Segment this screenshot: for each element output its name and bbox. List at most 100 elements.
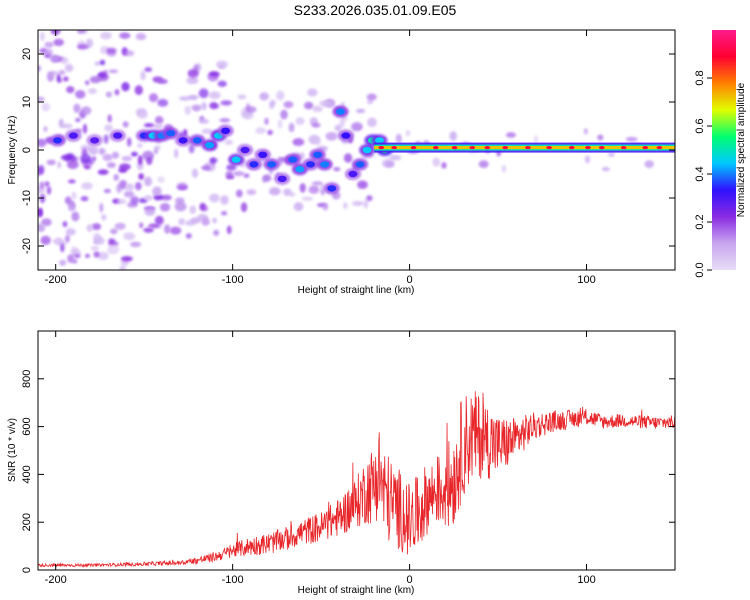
- spectrogram-noise-blob: [67, 254, 75, 263]
- spectrogram-noise-blob: [144, 176, 153, 187]
- spectrogram-noise-blob: [144, 67, 153, 72]
- spectrogram-noise-blob: [76, 30, 86, 34]
- snr-y-axis-label: SNR (10 * v/v): [7, 418, 18, 482]
- spectrogram-noise-blob: [71, 211, 80, 222]
- spectrogram-y-tick-label: -20: [21, 238, 33, 254]
- snr-x-axis-label: Height of straight line (km): [298, 585, 415, 596]
- spectrogram-noise-blob: [312, 105, 324, 113]
- spectrogram-noise-blob: [366, 117, 378, 128]
- spectrogram-y-axis-label: Frequency (Hz): [7, 116, 18, 185]
- spectrogram-noise-blob: [74, 253, 81, 259]
- spectrogram-noise-blob: [73, 103, 81, 114]
- spectrogram-noise-blob: [46, 159, 56, 166]
- spectrogram-noise-blob: [157, 176, 165, 183]
- spectrogram-noise-blob: [355, 108, 366, 114]
- spectrogram-noise-blob: [38, 224, 46, 232]
- spectrogram-noise-blob: [84, 253, 90, 259]
- spectrogram-noise-blob: [62, 221, 68, 228]
- spectrogram-noise-blob: [292, 138, 305, 147]
- spectrogram-feature: [327, 185, 337, 192]
- spectrogram-noise-blob: [43, 48, 53, 56]
- spectrogram-noise-blob: [119, 163, 131, 171]
- spectrogram-noise-blob: [366, 93, 377, 101]
- spectrogram-noise-blob: [201, 128, 213, 134]
- spectrogram-noise-blob: [199, 202, 206, 211]
- spectrogram-noise-blob: [237, 94, 247, 100]
- spectrogram-noise-blob: [607, 152, 615, 157]
- spectrogram-noise-blob: [105, 91, 113, 98]
- spectrogram-noise-blob: [201, 165, 211, 171]
- spectrogram-feature: [52, 137, 62, 144]
- spectrogram-noise-blob: [226, 164, 237, 171]
- spectrogram-feature: [178, 137, 188, 144]
- spectrogram-noise-blob: [130, 196, 140, 205]
- spectrogram-noise-blob: [351, 200, 364, 207]
- spectrogram-ridge-peak: [598, 146, 605, 150]
- spectrogram-noise-blob: [405, 129, 411, 137]
- spectrogram-noise-blob: [38, 139, 46, 144]
- spectrogram-noise-blob: [107, 114, 113, 123]
- snr-x-tick-label: 100: [577, 574, 595, 586]
- spectrogram-noise-blob: [60, 56, 69, 65]
- spectrogram-feature: [288, 156, 298, 163]
- spectrogram-y-ticks: -20 -10 0 10 20: [21, 48, 675, 254]
- spectrogram-noise-blob: [505, 132, 517, 138]
- spectrogram-noise-blob: [121, 155, 133, 162]
- colorbar: 0.0 0.2 0.4 0.6 0.8 Normalized spectral ampl…: [694, 30, 747, 278]
- spectrogram-noise-blob: [81, 182, 93, 190]
- spectrogram-ridge-peak: [378, 146, 385, 150]
- colorbar-label: Normalized spectral amplitude: [736, 82, 747, 217]
- spectrogram-feature: [240, 146, 250, 154]
- spectrogram-noise-blob: [65, 228, 76, 236]
- spectrogram-noise-blob: [154, 215, 164, 226]
- spectrogram-x-ticks: -200 -100 0 100: [45, 30, 596, 286]
- spectrogram-noise-blob: [38, 164, 45, 175]
- spectrogram-noise-blob: [224, 139, 233, 146]
- snr-y-tick-label: 800: [21, 370, 33, 388]
- spectrogram-noise-blob: [154, 116, 164, 125]
- spectrogram-noise-blob: [288, 122, 295, 133]
- spectrogram-noise-blob: [114, 222, 126, 230]
- spectrogram-noise-blob: [191, 168, 199, 179]
- spectrogram-noise-blob: [152, 186, 162, 197]
- spectrogram-ridge-peak: [432, 146, 439, 150]
- spectrogram-noise-blob: [300, 151, 305, 160]
- spectrogram-noise-blob: [270, 99, 276, 107]
- spectrogram-noise-blob: [119, 265, 126, 270]
- spectrogram-noise-blob: [209, 193, 220, 203]
- spectrogram-noise-blob: [66, 152, 75, 160]
- spectrogram-noise-blob: [44, 181, 50, 187]
- spectrogram-noise-blob: [61, 123, 73, 129]
- spectrogram-feature: [90, 137, 100, 144]
- spectrogram-noise-blob: [102, 153, 113, 162]
- spectrogram-feature: [221, 127, 231, 134]
- spectrogram-noise-blob: [220, 195, 229, 205]
- spectrogram-feature: [166, 130, 176, 137]
- spectrogram-noise-blob: [334, 124, 342, 132]
- snr-background: [38, 331, 675, 570]
- spectrogram-noise-blob: [57, 161, 62, 169]
- spectrogram-noise-blob: [174, 202, 187, 212]
- spectrogram-noise-blob: [107, 244, 119, 255]
- snr-x-tick-label: -200: [45, 574, 67, 586]
- spectrogram-noise-blob: [106, 162, 116, 169]
- spectrogram-noise-blob: [201, 101, 207, 111]
- spectrogram-noise-blob: [152, 123, 163, 129]
- spectrogram-noise-blob: [76, 44, 89, 50]
- spectrogram-feature: [113, 132, 123, 139]
- spectrogram-noise-blob: [100, 31, 112, 40]
- spectrogram-noise-blob: [243, 173, 250, 178]
- colorbar-tick-label: 0.8: [694, 70, 706, 85]
- snr-y-tick-label: 200: [21, 513, 33, 531]
- spectrogram-noise-blob: [111, 151, 120, 159]
- spectrogram-noise-blob: [108, 238, 116, 244]
- spectrogram-noise-blob: [81, 106, 92, 115]
- spectrogram-noise-blob: [94, 61, 101, 66]
- spectrogram-feature: [375, 137, 385, 144]
- spectrogram-noise-blob: [179, 96, 190, 101]
- spectrogram-feature: [336, 108, 346, 115]
- spectrogram-noise-blob: [169, 226, 182, 235]
- snr-y-ticks: 0 200 400 600 800: [21, 370, 675, 573]
- spectrogram-noise-blob: [144, 207, 156, 216]
- spectrogram-feature: [362, 146, 372, 154]
